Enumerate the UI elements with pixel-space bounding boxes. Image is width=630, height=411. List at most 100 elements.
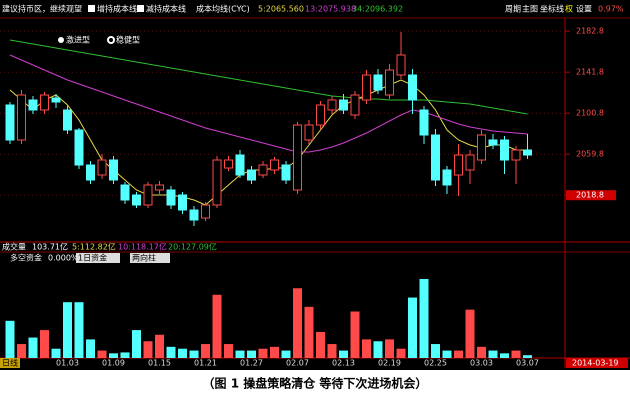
candle-body [224, 159, 233, 169]
period-box[interactable] [0, 358, 20, 368]
caption: （图 1 操盘策略清仓 等待下次进场机会） [203, 376, 428, 391]
x-tick-label: 01.21 [194, 359, 217, 368]
candle-body [488, 139, 498, 146]
bar [362, 339, 371, 358]
bar [40, 330, 49, 358]
legend-radio[interactable] [58, 37, 64, 43]
candle-body [201, 204, 210, 219]
candle-body [86, 164, 95, 181]
candle-body [500, 139, 509, 161]
bar [51, 348, 61, 358]
candle-body [17, 94, 26, 141]
candle-body [109, 159, 118, 181]
legend-label[interactable]: 稳健型 [116, 35, 140, 45]
bar [109, 353, 118, 358]
candle-body [212, 159, 222, 206]
ma-label: 34:2096.392 [352, 5, 403, 14]
candle-body [281, 164, 291, 181]
checkbox[interactable] [88, 5, 95, 12]
bar [143, 341, 153, 358]
bar [304, 306, 314, 358]
menu[interactable]: 周期 [505, 5, 521, 14]
candle-body [477, 134, 486, 161]
bar [293, 288, 302, 358]
bar [316, 331, 325, 358]
ma-line [9, 39, 528, 115]
x-tick-label: 01.09 [102, 359, 125, 368]
bar [442, 350, 452, 358]
bar [189, 350, 199, 358]
legend-radio[interactable] [107, 36, 115, 44]
candle-body [28, 99, 38, 111]
bar [477, 346, 486, 358]
background [0, 0, 630, 370]
date-box [566, 358, 628, 368]
x-tick-label: 01.27 [240, 359, 263, 368]
legend-label[interactable]: 激进型 [66, 35, 90, 45]
menu[interactable]: 权 [565, 4, 573, 14]
bar [17, 344, 26, 358]
candle-body [327, 99, 337, 111]
bar [258, 348, 268, 358]
x-tick-label: 02.07 [286, 359, 309, 368]
candle-body [270, 159, 279, 171]
cyc-label: 成本均线(CYC) [196, 4, 250, 14]
candle-body [74, 129, 84, 166]
change: 0.97% [598, 5, 624, 14]
bar [235, 350, 245, 358]
volume-ma: 5:112.82亿 [72, 242, 116, 252]
select[interactable] [76, 253, 120, 263]
bar [396, 348, 406, 358]
bar [63, 302, 72, 358]
y-tick-label: 2182.8 [576, 27, 604, 36]
candle-body [511, 149, 521, 161]
select[interactable] [130, 253, 170, 263]
volume-value: 103.71亿 [32, 242, 68, 252]
y-tick-label: 2018.8 [576, 191, 604, 200]
candle-body [396, 54, 406, 76]
menu[interactable]: 设置 [576, 4, 592, 14]
volume-ma: 20:127.09亿 [168, 242, 217, 252]
bar [523, 355, 532, 358]
y-tick-label: 2059.8 [576, 150, 604, 159]
advice: 建议持币区，继续观望 [2, 4, 82, 14]
period[interactable]: 日线 [2, 358, 18, 368]
x-tick-label: 01.03 [56, 359, 79, 368]
bar [166, 346, 176, 358]
fund-period[interactable]: 1日资金 [78, 253, 107, 263]
candle-body [350, 94, 360, 116]
bar [120, 352, 130, 358]
bar [155, 334, 164, 358]
x-tick-label: 02.25 [424, 359, 447, 368]
fund-style[interactable]: 两向柱 [132, 253, 156, 263]
buy-line[interactable]: 增持成本线 [97, 4, 137, 14]
candle-body [143, 184, 153, 206]
bar [454, 350, 463, 358]
candle-body [51, 97, 61, 103]
ma-label: 13:2075.938 [305, 5, 356, 14]
ma-line [9, 54, 528, 153]
bar [339, 350, 348, 358]
candle-body [178, 194, 187, 211]
ma-label: 5:2065.560 [258, 5, 304, 14]
menu[interactable]: 坐标线 [540, 4, 564, 14]
sell-line[interactable]: 减持成本线 [146, 4, 186, 14]
candle-body [189, 209, 199, 221]
bar [74, 302, 84, 358]
candle-body [339, 99, 348, 111]
bar [178, 348, 187, 358]
bar [270, 346, 279, 358]
date: 2014-03-19 [572, 359, 619, 368]
candle-body [431, 134, 440, 181]
bar [511, 350, 521, 358]
fund-value: 0.000% [48, 254, 79, 263]
bar [132, 330, 141, 358]
bar [350, 311, 360, 358]
checkbox[interactable] [137, 5, 144, 12]
candle-body [166, 189, 176, 206]
candle-body [454, 154, 463, 176]
candle-body [63, 109, 72, 131]
x-tick-label: 03.03 [470, 359, 493, 368]
menu[interactable]: 主图 [522, 4, 538, 14]
